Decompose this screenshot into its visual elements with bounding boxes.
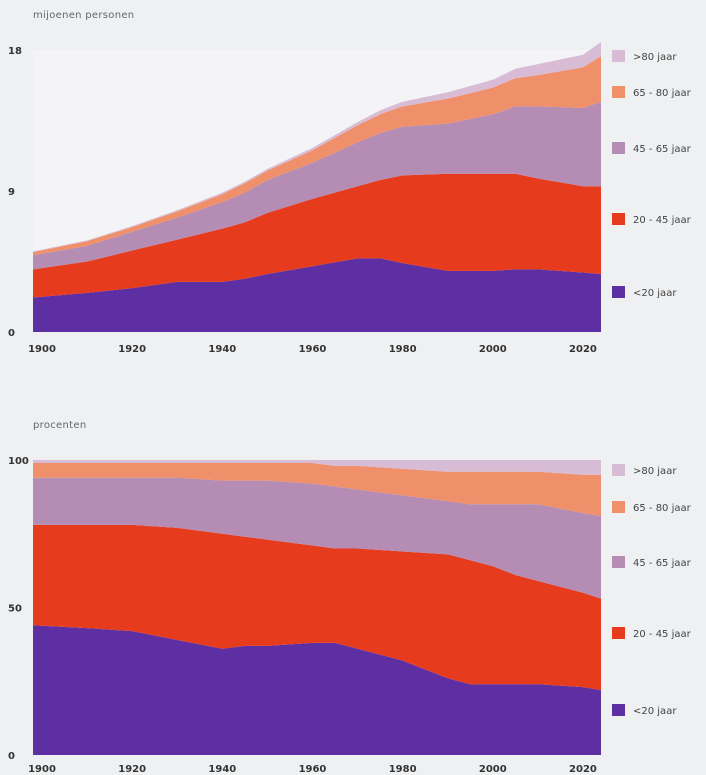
x-tick-label: 2000 (479, 764, 507, 775)
legend-label: 20 - 45 jaar (633, 629, 692, 640)
area-series-1 (33, 625, 601, 755)
area-series-2 (33, 173, 601, 298)
legend-label: >80 jaar (633, 466, 677, 477)
area-series-5 (33, 460, 601, 475)
x-tick-label: 1920 (118, 764, 146, 775)
area-series-4 (33, 56, 601, 256)
y-axis-label: mijoenen personen (33, 10, 134, 21)
x-tick-label: 1900 (28, 764, 56, 775)
x-tick-label: 1960 (299, 764, 327, 775)
chart-2: procenten 0 50 100 1900 1920 1940 1960 1980 2000 2… (8, 420, 692, 775)
legend-label: <20 jaar (633, 706, 677, 717)
legend-label: 45 - 65 jaar (633, 558, 692, 569)
legend-swatch (612, 464, 625, 476)
chart-1: mijoenen personen 0 9 18 1900 1920 1940 1960 198… (8, 10, 692, 355)
legend-label: >80 jaar (633, 52, 677, 63)
legend-swatch (612, 142, 625, 154)
x-tick-label: 1980 (389, 344, 417, 355)
area-series-4 (33, 462, 601, 517)
legend-swatch (612, 86, 625, 98)
legend-swatch (612, 50, 625, 62)
legend-label: 20 - 45 jaar (633, 215, 692, 226)
legend-label: 65 - 80 jaar (633, 503, 692, 514)
legend-swatch (612, 213, 625, 225)
legend-swatch (612, 556, 625, 568)
y-tick-label: 18 (8, 46, 22, 57)
legend-swatch (612, 501, 625, 513)
legend-swatch (612, 286, 625, 298)
legend-swatch (612, 704, 625, 716)
legend-swatch (612, 627, 625, 639)
x-tick-label: 1940 (208, 764, 236, 775)
x-tick-label: 1900 (28, 344, 56, 355)
x-tick-label: 1940 (208, 344, 236, 355)
area-series-1 (33, 258, 601, 332)
legend-label: 65 - 80 jaar (633, 88, 692, 99)
legend-label: 45 - 65 jaar (633, 144, 692, 155)
x-tick-label: 1920 (118, 344, 146, 355)
area-series-2 (33, 524, 601, 691)
area-series-3 (33, 101, 601, 270)
x-tick-label: 2020 (569, 764, 597, 775)
x-tick-label: 2000 (479, 344, 507, 355)
x-tick-label: 1980 (389, 764, 417, 775)
y-tick-label: 0 (8, 328, 15, 339)
x-tick-label: 1960 (299, 344, 327, 355)
y-tick-label: 0 (8, 751, 15, 762)
x-tick-label: 2020 (569, 344, 597, 355)
area-series-3 (33, 477, 601, 599)
y-tick-label: 50 (8, 604, 22, 615)
y-tick-label: 100 (8, 456, 29, 467)
area-series-5 (33, 42, 601, 253)
y-axis-label: procenten (33, 420, 86, 431)
y-tick-label: 9 (8, 187, 15, 198)
legend-label: <20 jaar (633, 288, 677, 299)
